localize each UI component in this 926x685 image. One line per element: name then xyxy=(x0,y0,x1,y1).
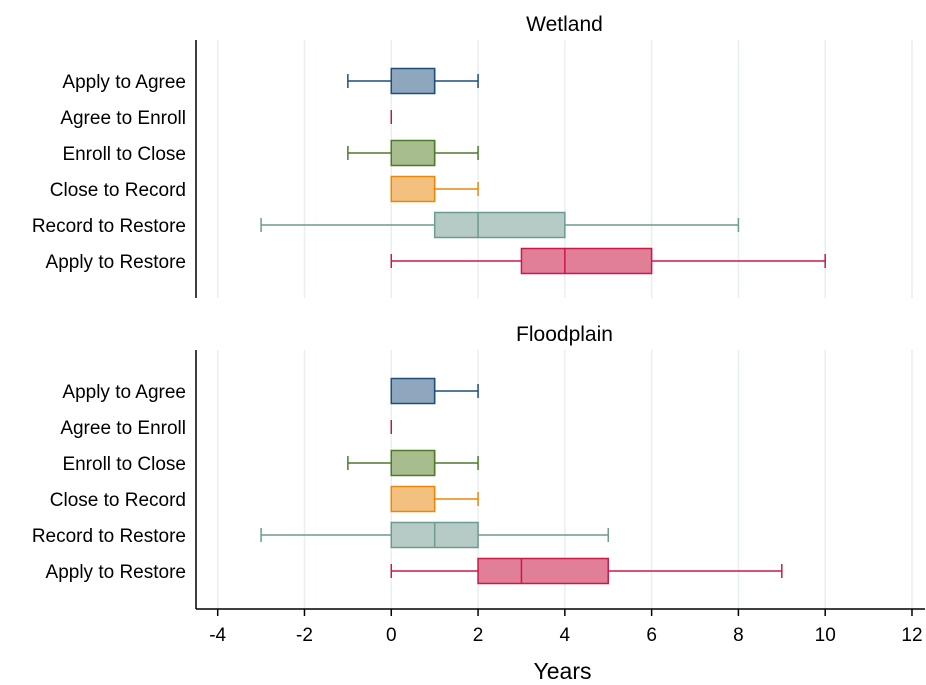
box xyxy=(390,485,436,513)
panel-title: Wetland xyxy=(526,13,603,36)
category-label: Apply to Restore xyxy=(46,562,186,583)
box xyxy=(477,557,609,585)
x-tick-label: 10 xyxy=(815,625,836,646)
x-tick-label: -2 xyxy=(296,625,313,646)
x-axis-title: Years xyxy=(534,658,592,684)
category-label: Record to Restore xyxy=(32,216,186,237)
category-label: Agree to Enroll xyxy=(60,418,186,439)
category-label: Apply to Restore xyxy=(46,252,186,273)
x-tick-label: 2 xyxy=(473,625,484,646)
x-tick-label: 0 xyxy=(386,625,397,646)
x-tick-label: 6 xyxy=(646,625,657,646)
category-label: Close to Record xyxy=(50,490,186,511)
box xyxy=(390,377,436,405)
x-tick-label: 12 xyxy=(901,625,922,646)
category-label: Enroll to Close xyxy=(62,454,186,475)
category-label: Record to Restore xyxy=(32,526,186,547)
box xyxy=(390,67,436,95)
panel-title: Floodplain xyxy=(516,323,613,346)
category-label: Close to Record xyxy=(50,180,186,201)
box xyxy=(520,247,653,275)
x-tick-label: 4 xyxy=(560,625,571,646)
box xyxy=(390,139,436,167)
category-label: Agree to Enroll xyxy=(60,108,186,129)
box xyxy=(390,175,436,203)
category-label: Apply to Agree xyxy=(62,382,186,403)
box xyxy=(433,211,566,239)
x-tick-label: 8 xyxy=(733,625,744,646)
x-tick-label: -4 xyxy=(209,625,226,646)
category-label: Enroll to Close xyxy=(62,144,186,165)
box xyxy=(390,449,436,477)
category-label: Apply to Agree xyxy=(62,72,186,93)
